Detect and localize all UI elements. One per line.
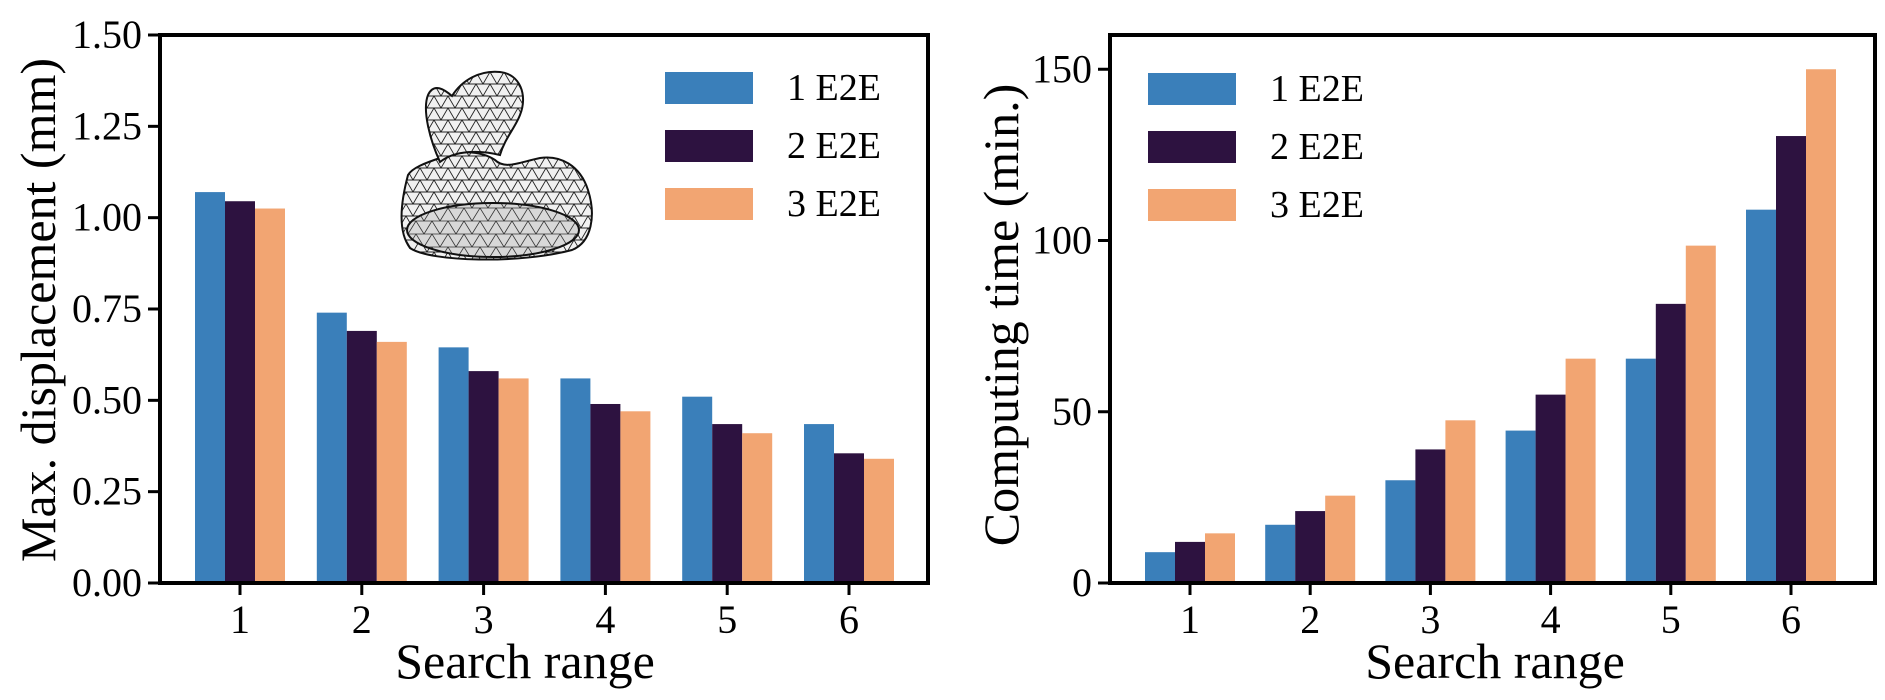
left-bar-s3-3 xyxy=(498,378,529,583)
right-legend-label-3: 3 E2E xyxy=(1270,184,1364,226)
right-legend-swatch-3 xyxy=(1148,189,1236,221)
left-y-tick-label: 0.50 xyxy=(72,377,142,422)
right-y-tick-label: 150 xyxy=(1032,46,1092,91)
right-x-tick-label: 6 xyxy=(1781,597,1801,642)
left-bar-s2-6 xyxy=(834,453,864,583)
right-bar-s3-1 xyxy=(1205,533,1235,583)
right-bar-s1-3 xyxy=(1385,480,1416,583)
right-x-tick-label: 4 xyxy=(1541,597,1561,642)
right-bar-s3-6 xyxy=(1806,69,1836,583)
right-legend-label-1: 1 E2E xyxy=(1270,68,1364,110)
right-bar-s1-4 xyxy=(1505,430,1536,583)
chart-right: 1 E2E 2 E2E 3 E2E 0 50 100 150 1 2 3 4 5 6 Search … xyxy=(973,33,1877,689)
right-x-tick-label: 5 xyxy=(1661,597,1681,642)
right-plot-frame xyxy=(1108,33,1877,585)
left-x-tick-label: 4 xyxy=(595,597,615,642)
left-bar-s1-6 xyxy=(804,424,834,583)
right-y-tick-label: 50 xyxy=(1052,389,1092,434)
right-bars-group xyxy=(1145,69,1836,584)
right-bar-s2-5 xyxy=(1655,303,1686,583)
right-bar-s2-4 xyxy=(1535,394,1566,583)
right-bar-s1-5 xyxy=(1625,358,1656,583)
right-y-axis-label: Computing time (min.) xyxy=(973,84,1029,546)
left-y-axis-label: Max. displacement (mm) xyxy=(10,58,66,562)
left-x-tick-label: 1 xyxy=(230,597,250,642)
left-x-axis-label: Search range xyxy=(395,633,655,689)
left-legend-swatch-1 xyxy=(665,72,753,104)
left-bar-s2-2 xyxy=(346,330,377,583)
right-legend-swatch-1 xyxy=(1148,73,1236,105)
right-bar-s3-2 xyxy=(1325,495,1356,583)
left-y-tick-label: 1.00 xyxy=(72,195,142,240)
right-y-tick-label: 0 xyxy=(1072,560,1092,605)
right-legend: 1 E2E 2 E2E 3 E2E xyxy=(1148,68,1364,226)
chart-left: 1 E2E 2 E2E 3 E2E 0.00 0.25 0.50 0.75 1.00 1.25… xyxy=(10,12,930,689)
left-bar-s3-1 xyxy=(255,208,285,584)
left-legend-swatch-3 xyxy=(665,188,753,220)
right-bar-s2-2 xyxy=(1295,511,1326,583)
left-bar-s2-1 xyxy=(225,201,255,583)
left-bar-s1-3 xyxy=(438,347,469,583)
left-bars-group xyxy=(195,192,894,584)
left-y-tick-label: 0.00 xyxy=(72,560,142,605)
duck-mesh-inset xyxy=(400,70,593,261)
right-x-tick-label: 3 xyxy=(1420,597,1440,642)
left-bar-s3-6 xyxy=(864,458,894,583)
right-legend-label-2: 2 E2E xyxy=(1270,126,1364,168)
right-x-ticks: 1 2 3 4 5 6 xyxy=(1180,583,1801,642)
right-bar-s1-1 xyxy=(1145,552,1175,583)
left-bar-s2-5 xyxy=(712,424,743,583)
left-x-tick-label: 6 xyxy=(839,597,859,642)
left-bar-s2-3 xyxy=(468,371,499,583)
right-bar-s3-3 xyxy=(1445,420,1476,583)
right-bar-s2-1 xyxy=(1175,541,1205,583)
left-bar-s3-4 xyxy=(620,411,651,583)
right-bar-s1-6 xyxy=(1746,209,1776,584)
right-legend-swatch-2 xyxy=(1148,131,1236,163)
right-bar-s2-6 xyxy=(1776,136,1806,583)
right-y-tick-label: 100 xyxy=(1032,218,1092,263)
right-x-tick-label: 1 xyxy=(1180,597,1200,642)
left-bar-s3-5 xyxy=(742,433,773,583)
right-bar-s1-2 xyxy=(1265,524,1296,583)
left-x-ticks: 1 2 3 4 5 6 xyxy=(230,583,859,642)
left-bar-s1-5 xyxy=(682,396,713,583)
left-bar-s1-1 xyxy=(195,192,225,584)
left-x-tick-label: 2 xyxy=(352,597,372,642)
left-bar-s3-2 xyxy=(376,341,407,583)
right-bar-s2-3 xyxy=(1415,449,1446,583)
left-y-tick-label: 1.25 xyxy=(72,103,142,148)
left-x-tick-label: 5 xyxy=(717,597,737,642)
left-y-ticks: 0.00 0.25 0.50 0.75 1.00 1.25 1.50 xyxy=(72,12,160,605)
left-y-tick-label: 0.75 xyxy=(72,286,142,331)
left-legend-label-3: 3 E2E xyxy=(787,183,881,225)
right-x-axis-label: Search range xyxy=(1365,633,1625,689)
left-legend-label-1: 1 E2E xyxy=(787,67,881,109)
left-y-tick-label: 1.50 xyxy=(72,12,142,57)
left-legend-label-2: 2 E2E xyxy=(787,125,881,167)
left-bar-s1-4 xyxy=(560,378,591,583)
right-bar-s3-4 xyxy=(1565,358,1596,583)
right-bar-s3-5 xyxy=(1685,245,1716,583)
left-y-tick-label: 0.25 xyxy=(72,469,142,514)
right-y-ticks: 0 50 100 150 xyxy=(1032,46,1110,605)
left-legend: 1 E2E 2 E2E 3 E2E xyxy=(665,67,881,225)
left-bar-s2-4 xyxy=(590,403,621,583)
left-x-tick-label: 3 xyxy=(474,597,494,642)
left-legend-swatch-2 xyxy=(665,130,753,162)
left-bar-s1-2 xyxy=(316,312,347,583)
right-x-tick-label: 2 xyxy=(1300,597,1320,642)
